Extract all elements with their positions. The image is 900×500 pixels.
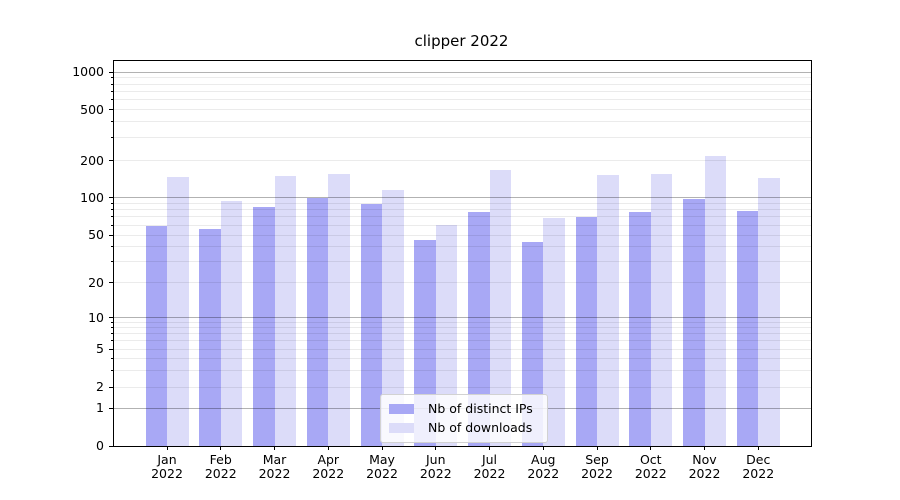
bar-ips-sep	[575, 216, 597, 446]
y-minor-tick-mark-80	[111, 209, 114, 211]
legend-swatch-distinct-ips	[389, 403, 414, 414]
y-minor-tick-mark-7	[111, 333, 114, 335]
y-tick-label-100: 100	[80, 189, 104, 205]
x-tick-mark-dec	[757, 446, 759, 450]
y-tick-label-5: 5	[96, 341, 104, 357]
x-tick-mark-feb	[220, 446, 222, 450]
x-tick-label-nov: Nov 2022	[688, 452, 721, 481]
x-tick-mark-jun	[435, 446, 437, 450]
y-tick-label-0: 0	[96, 438, 104, 453]
y-tick-mark-20	[109, 282, 114, 284]
bar-ips-may	[360, 203, 382, 446]
y-tick-mark-5	[109, 348, 114, 350]
y-minor-tick-mark-4	[111, 357, 114, 359]
y-tick-label-1: 1	[96, 400, 104, 416]
y-tick-label-10: 10	[88, 309, 104, 325]
bar-downloads-nov	[704, 156, 726, 446]
bar-ips-jan	[145, 226, 167, 446]
y-minor-tick-mark-30	[111, 261, 114, 263]
y-tick-mark-2	[109, 386, 114, 388]
x-tick-label-jan: Jan 2022	[151, 452, 183, 481]
y-minor-tick-mark-8	[111, 327, 114, 329]
x-tick-mark-apr	[327, 446, 329, 450]
y-minor-tick-mark-900	[111, 77, 114, 79]
axes-layer: 0 1 2 5 10 20 50 100 200 500 1000 Jan 2022 Feb 2022 M…	[72, 61, 811, 481]
x-tick-mark-nov	[704, 446, 705, 450]
legend-item-downloads: Nb of downloads	[381, 418, 547, 437]
y-tick-label-500: 500	[80, 101, 104, 117]
legend-item-distinct-ips: Nb of distinct IPs	[381, 399, 547, 418]
bar-ips-oct	[629, 211, 651, 446]
y-minor-tick-mark-3	[111, 369, 114, 371]
y-minor-tick-mark-60	[111, 224, 114, 226]
x-tick-mark-jul	[489, 446, 490, 450]
y-tick-label-1000: 1000	[72, 64, 104, 79]
y-tick-label-200: 200	[80, 152, 104, 168]
x-tick-mark-may	[381, 446, 383, 450]
bar-ips-feb	[199, 228, 221, 446]
x-tick-mark-aug	[542, 446, 544, 450]
y-tick-mark-0	[109, 445, 114, 447]
bar-downloads-jan	[167, 176, 189, 446]
y-minor-tick-mark-400	[111, 121, 114, 123]
y-tick-label-2: 2	[96, 379, 104, 394]
y-minor-tick-mark-40	[111, 246, 114, 248]
y-minor-tick-mark-300	[111, 137, 114, 139]
y-tick-label-20: 20	[88, 274, 104, 290]
legend-label: Nb of distinct IPs	[428, 401, 533, 416]
y-minor-tick-mark-6	[111, 340, 114, 342]
bar-downloads-dec	[758, 178, 780, 446]
y-tick-mark-100	[109, 197, 114, 198]
bar-downloads-mar	[274, 175, 296, 446]
x-tick-mark-sep	[596, 446, 598, 450]
legend: Nb of distinct IPs Nb of downloads	[380, 394, 548, 443]
x-tick-label-sep: Sep 2022	[581, 452, 613, 481]
y-tick-mark-500	[109, 109, 114, 110]
y-tick-mark-1	[109, 407, 114, 409]
y-tick-label-50: 50	[88, 227, 104, 242]
bar-downloads-jun	[435, 225, 458, 446]
bar-ips-jul	[468, 212, 490, 446]
bar-ips-mar	[253, 206, 275, 446]
x-tick-mark-oct	[650, 446, 652, 450]
bar-downloads-apr	[328, 174, 350, 446]
y-tick-mark-200	[109, 160, 114, 161]
y-minor-tick-mark-9	[111, 322, 114, 323]
bar-downloads-sep	[597, 175, 619, 446]
x-tick-label-aug: Aug 2022	[527, 452, 560, 481]
bar-downloads-may	[382, 190, 404, 446]
x-tick-label-dec: Dec 2022	[742, 452, 775, 481]
x-tick-label-jun: Jun 2022	[419, 452, 452, 481]
y-tick-mark-1000	[109, 71, 114, 73]
y-tick-mark-50	[109, 234, 114, 236]
x-tick-label-mar: Mar 2022	[258, 452, 291, 481]
y-minor-tick-mark-90	[111, 202, 114, 204]
chart-title: clipper 2022	[414, 32, 509, 50]
y-minor-tick-mark-800	[111, 83, 114, 85]
bar-downloads-feb	[220, 201, 243, 446]
bar-ips-dec	[736, 210, 759, 446]
legend-label: Nb of downloads	[428, 420, 533, 435]
y-minor-tick-mark-600	[111, 99, 114, 101]
x-tick-mark-mar	[274, 446, 275, 450]
bar-ips-apr	[306, 197, 329, 446]
bar-downloads-aug	[543, 218, 565, 446]
y-minor-tick-mark-700	[111, 90, 114, 92]
x-tick-label-apr: Apr 2022	[312, 452, 345, 481]
x-tick-label-oct: Oct 2022	[634, 452, 667, 481]
legend-swatch-downloads	[389, 422, 414, 433]
x-tick-label-feb: Feb 2022	[204, 452, 237, 481]
x-tick-label-jul: Jul 2022	[473, 452, 506, 481]
bar-downloads-oct	[650, 174, 673, 446]
x-tick-mark-jan	[166, 446, 168, 450]
bar-ips-nov	[683, 199, 705, 446]
y-tick-mark-10	[109, 317, 114, 319]
y-minor-tick-mark-70	[111, 216, 114, 218]
bar-downloads-jul	[489, 169, 511, 446]
plot-area: 0 1 2 5 10 20 50 100 200 500 1000 Jan 2022 Feb 2022 M…	[72, 60, 812, 481]
x-tick-label-may: May 2022	[366, 452, 398, 481]
